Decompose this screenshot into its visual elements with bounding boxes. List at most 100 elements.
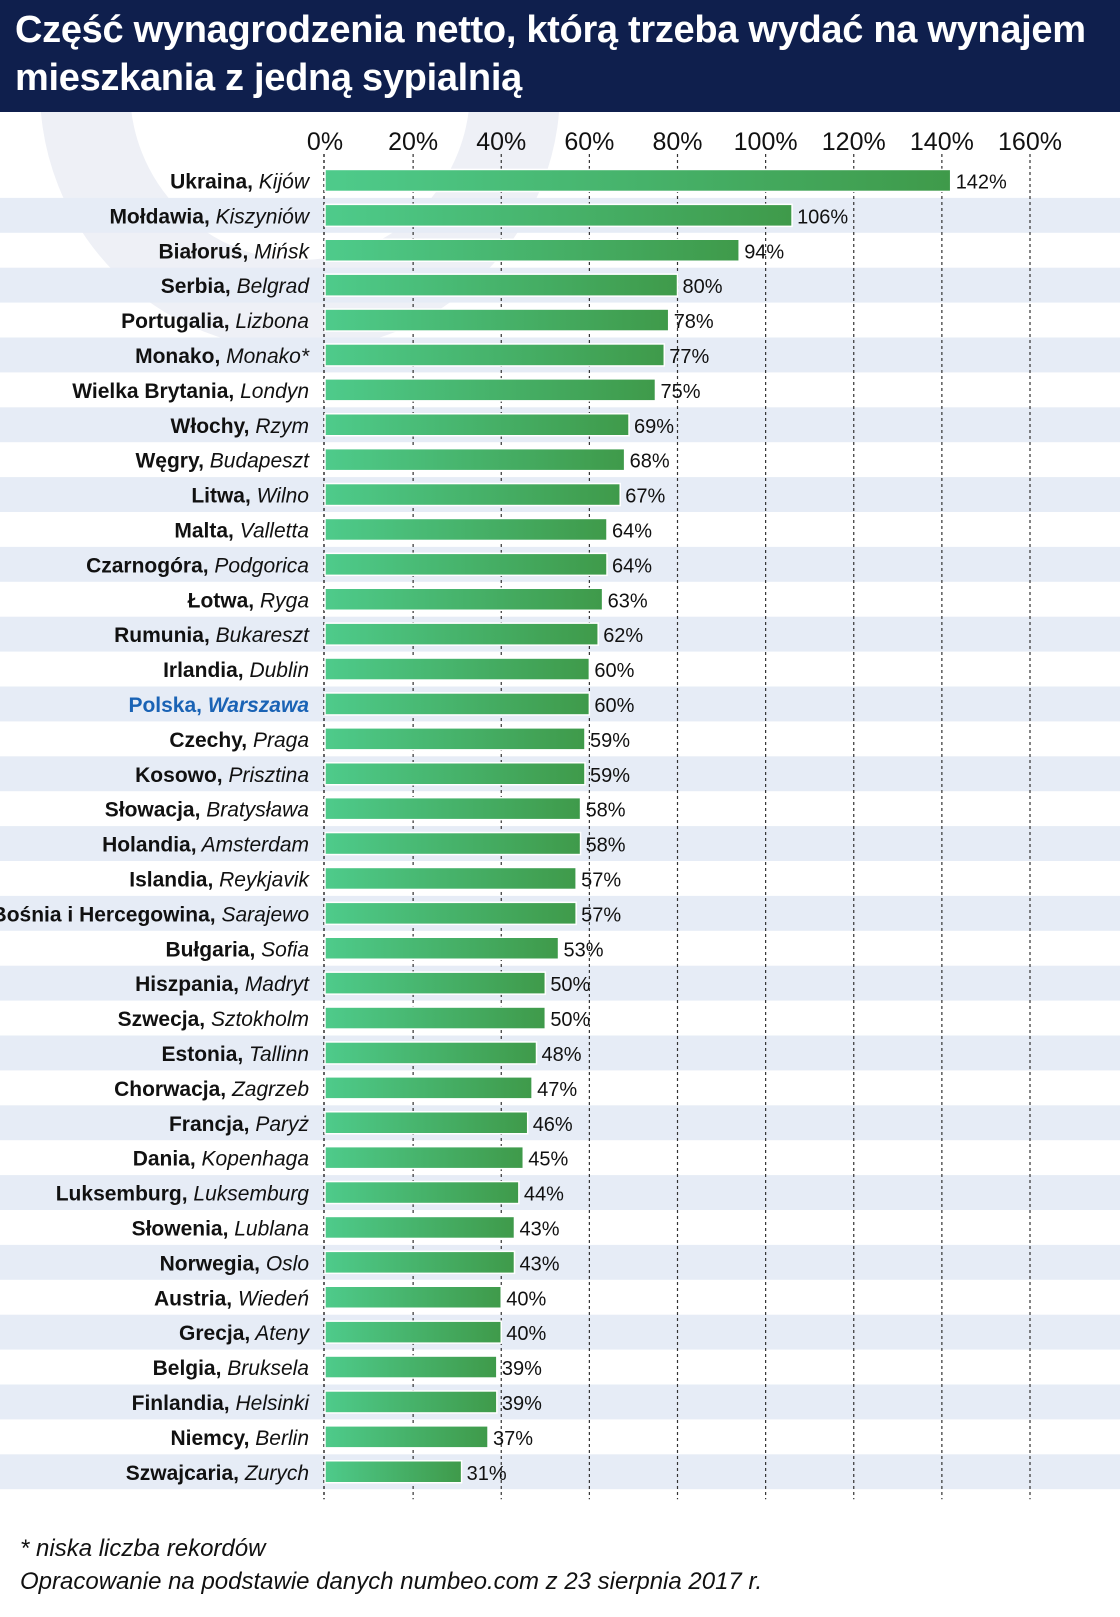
- data-label: 39%: [502, 1358, 542, 1380]
- x-tick-label: 20%: [388, 128, 438, 156]
- row-stripe: [0, 965, 1120, 1001]
- data-label: 53%: [564, 939, 604, 961]
- bar: [324, 413, 630, 437]
- row-stripe: [0, 1244, 1120, 1280]
- source-note: Opracowanie na podstawie danych numbeo.c…: [20, 1568, 763, 1595]
- data-label: 69%: [634, 416, 674, 438]
- data-label: 75%: [660, 381, 700, 403]
- bar: [324, 1041, 538, 1065]
- bar: [324, 378, 657, 402]
- data-label: 40%: [506, 1288, 546, 1310]
- chart-title: Część wynagrodzenia netto, którą trzeba …: [15, 9, 1086, 99]
- bar: [324, 1390, 498, 1414]
- bar: [324, 831, 582, 856]
- data-label: 46%: [533, 1114, 573, 1136]
- data-label: 44%: [524, 1184, 564, 1206]
- category-label: Monako, Monako*: [135, 345, 310, 368]
- category-label: Ukraina, Kijów: [170, 170, 311, 193]
- category-label: Niemcy, Berlin: [170, 1427, 309, 1450]
- title-banner: Część wynagrodzenia netto, którą trzeba …: [0, 0, 1120, 112]
- bar: [324, 1111, 529, 1135]
- data-label: 78%: [674, 311, 714, 333]
- x-tick-label: 160%: [998, 128, 1062, 156]
- row-stripe: [0, 1105, 1120, 1141]
- data-label: 68%: [630, 451, 670, 473]
- data-label: 31%: [467, 1463, 507, 1485]
- x-tick-label: 120%: [822, 128, 886, 156]
- bar: [324, 866, 577, 891]
- bar: [324, 622, 599, 646]
- data-label: 43%: [519, 1253, 559, 1275]
- bar: [324, 552, 608, 577]
- bar: [324, 657, 591, 681]
- category-label: Irlandia, Dublin: [163, 659, 309, 682]
- category-label: Czechy, Praga: [169, 729, 309, 752]
- data-label: 43%: [519, 1218, 559, 1240]
- category-label: Szwecja, Sztokholm: [118, 1008, 309, 1031]
- category-label: Austria, Wiedeń: [154, 1287, 309, 1310]
- bar: [324, 273, 679, 297]
- x-tick-label: 0%: [307, 128, 343, 156]
- bar: [324, 727, 586, 751]
- category-label: Litwa, Wilno: [191, 485, 309, 508]
- bar: [324, 1320, 502, 1344]
- category-label: Szwajcaria, Zurych: [126, 1462, 309, 1485]
- bar: [324, 796, 582, 821]
- bar: [324, 1076, 533, 1100]
- row-stripe: [0, 1035, 1120, 1071]
- bar: [324, 971, 547, 995]
- bar: [324, 1425, 489, 1449]
- bar: [324, 1355, 498, 1379]
- data-label: 47%: [537, 1079, 577, 1101]
- category-label: Chorwacja, Zagrzeb: [114, 1078, 309, 1101]
- category-label: Dania, Kopenhaga: [133, 1148, 309, 1171]
- category-label: Wielka Brytania, Londyn: [72, 380, 309, 403]
- category-label: Finlandia, Helsinki: [132, 1392, 311, 1415]
- bar: [324, 1006, 547, 1030]
- category-label: Norwegia, Oslo: [160, 1252, 310, 1275]
- data-label: 60%: [594, 660, 634, 682]
- category-label: Serbia, Belgrad: [161, 275, 311, 298]
- category-label: Luksemburg, Luksemburg: [56, 1183, 310, 1206]
- category-label: Bułgaria, Sofia: [165, 938, 309, 961]
- data-label: 50%: [550, 1009, 590, 1031]
- category-label: Belgia, Bruksela: [153, 1357, 309, 1380]
- data-label: 58%: [586, 800, 626, 822]
- data-label: 106%: [797, 206, 848, 228]
- data-label: 63%: [608, 590, 648, 612]
- row-stripe: [0, 1384, 1120, 1420]
- x-tick-label: 60%: [564, 128, 614, 156]
- bar: [324, 692, 591, 716]
- bar: [324, 587, 604, 611]
- x-tick-label: 140%: [910, 128, 974, 156]
- bar: [324, 1285, 502, 1309]
- bar-chart: 0% 20% 40% 60% 80% 100% 120% 140% 160% Ukraina, …: [0, 128, 1120, 1500]
- category-label: Rumunia, Bukareszt: [114, 624, 310, 647]
- bar: [324, 517, 608, 542]
- category-label: Słowenia, Lublana: [132, 1217, 309, 1240]
- data-label: 48%: [542, 1044, 582, 1066]
- category-label: Holandia, Amsterdam: [102, 834, 309, 857]
- data-label: 142%: [956, 171, 1007, 193]
- x-tick-label: 100%: [734, 128, 798, 156]
- x-tick-label: 80%: [652, 128, 702, 156]
- data-label: 77%: [669, 346, 709, 368]
- bar: [324, 203, 793, 228]
- bar: [324, 482, 621, 507]
- data-label: 62%: [603, 625, 643, 647]
- bar: [324, 1215, 516, 1240]
- footnote: * niska liczba rekordów: [20, 1535, 266, 1562]
- category-label: Hiszpania, Madryt: [135, 973, 310, 996]
- bar: [324, 308, 670, 332]
- data-label: 40%: [506, 1323, 546, 1345]
- category-label: Estonia, Tallinn: [162, 1043, 309, 1066]
- data-label: 59%: [590, 730, 630, 752]
- category-label: Słowacja, Bratysława: [105, 799, 309, 822]
- data-label: 45%: [528, 1149, 568, 1171]
- category-label: Bośnia i Hercegowina, Sarajewo: [0, 903, 309, 926]
- bar: [324, 1250, 516, 1275]
- bar: [324, 936, 560, 960]
- data-label: 67%: [625, 486, 665, 508]
- row-stripe: [0, 1454, 1120, 1490]
- category-label: Mołdawia, Kiszyniów: [109, 205, 310, 228]
